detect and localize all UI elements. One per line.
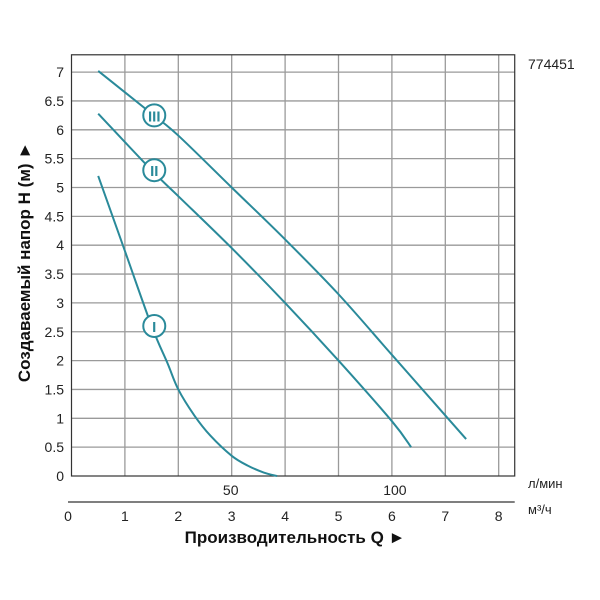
product-code: 774451 <box>528 56 575 72</box>
x-tick-label: 5 <box>335 508 343 524</box>
y-tick-label: 2 <box>56 353 64 369</box>
y-tick-label: 1 <box>56 410 64 426</box>
curve-I <box>97 175 278 477</box>
curve-label-circle-II <box>142 158 167 183</box>
y-tick-label: 3.5 <box>45 266 65 282</box>
y-tick-label: 5.5 <box>45 151 65 167</box>
x2-tick-label: 50 <box>223 482 239 498</box>
curve-label-II: II <box>150 163 158 180</box>
grid <box>71 54 515 476</box>
y-tick-label: 6.5 <box>45 93 65 109</box>
x2-unit-label: л/мин <box>528 476 563 491</box>
curve-label-I: I <box>152 319 156 336</box>
y-tick-label: 0.5 <box>45 439 65 455</box>
plot-frame <box>70 54 516 477</box>
x-tick-label: 8 <box>495 508 503 524</box>
x2-tick-labels: 50 100 <box>223 482 407 498</box>
y-tick-label: 3 <box>56 295 64 311</box>
x2-tick-label: 100 <box>383 482 407 498</box>
y-tick-label: 4.5 <box>45 208 65 224</box>
curve-label-circle-I <box>142 313 167 338</box>
x-unit-label: м³/ч <box>528 502 552 517</box>
y-tick-labels: 0 0.5 1 1.5 2 2.5 3 3.5 4 4.5 5 5.5 6 6.5 7 <box>45 64 65 484</box>
x-tick-labels: 0 1 2 3 4 5 6 7 8 <box>64 508 503 524</box>
x-tick-label: 6 <box>388 508 396 524</box>
y-axis-title: Создаваемый напор H (м) ► <box>15 142 34 382</box>
curve-label-circle-III <box>142 103 167 128</box>
x-tick-label: 1 <box>121 508 129 524</box>
curve-label-III: III <box>148 108 161 125</box>
y-tick-label: 0 <box>56 468 64 484</box>
y-tick-label: 2.5 <box>45 324 65 340</box>
x-tick-label: 2 <box>174 508 182 524</box>
x-tick-label: 0 <box>64 508 72 524</box>
x-axis-title: Производительность Q ► <box>185 528 406 547</box>
y-tick-label: 1.5 <box>45 381 65 397</box>
x-tick-label: 7 <box>441 508 449 524</box>
x-tick-label: 3 <box>228 508 236 524</box>
x-tick-label: 4 <box>281 508 289 524</box>
y-tick-label: 6 <box>56 122 64 138</box>
y-tick-label: 5 <box>56 180 64 196</box>
y-tick-label: 4 <box>56 237 64 253</box>
y-tick-label: 7 <box>56 64 64 80</box>
